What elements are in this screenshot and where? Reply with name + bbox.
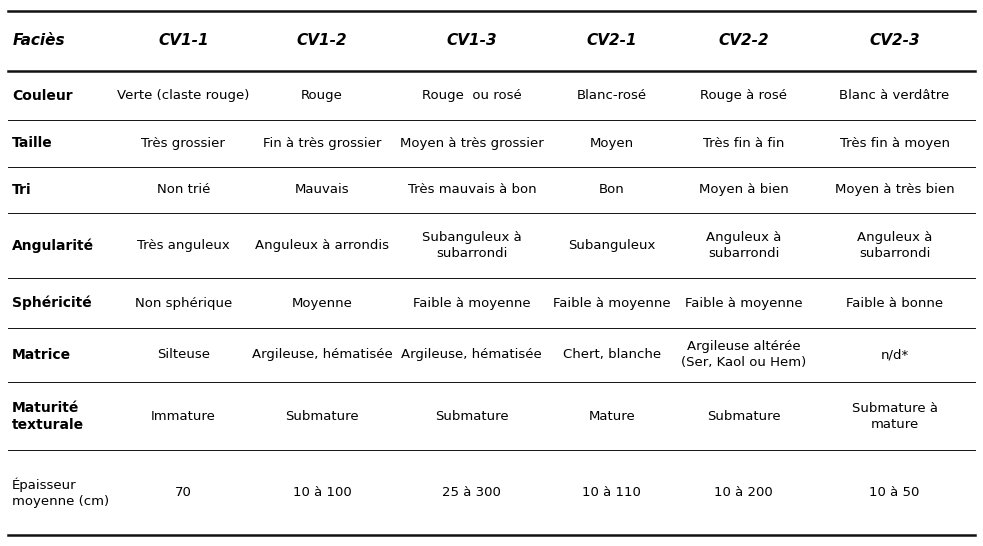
Text: Tri: Tri — [12, 183, 31, 197]
Text: Très grossier: Très grossier — [142, 137, 225, 150]
Text: Mauvais: Mauvais — [295, 183, 349, 196]
Text: Épaisseur
moyenne (cm): Épaisseur moyenne (cm) — [12, 478, 109, 508]
Text: Taille: Taille — [12, 136, 52, 150]
Text: Anguleux à arrondis: Anguleux à arrondis — [255, 239, 389, 252]
Text: Moyenne: Moyenne — [292, 296, 352, 310]
Text: Argileuse, hématisée: Argileuse, hématisée — [252, 348, 392, 361]
Text: Silteuse: Silteuse — [157, 348, 209, 361]
Text: Sphéricité: Sphéricité — [12, 296, 91, 310]
Text: Rouge à rosé: Rouge à rosé — [700, 89, 787, 102]
Text: Non sphérique: Non sphérique — [135, 296, 232, 310]
Text: 10 à 100: 10 à 100 — [293, 486, 351, 499]
Text: Argileuse altérée
(Ser, Kaol ou Hem): Argileuse altérée (Ser, Kaol ou Hem) — [681, 340, 806, 370]
Text: Submature: Submature — [435, 410, 508, 423]
Text: Non trié: Non trié — [156, 183, 210, 196]
Text: Fin à très grossier: Fin à très grossier — [262, 137, 381, 150]
Text: Subanguleux: Subanguleux — [568, 239, 656, 252]
Text: Verte (claste rouge): Verte (claste rouge) — [117, 89, 250, 102]
Text: Matrice: Matrice — [12, 348, 71, 362]
Text: Mature: Mature — [589, 410, 635, 423]
Text: Très mauvais à bon: Très mauvais à bon — [408, 183, 536, 196]
Text: CV2-1: CV2-1 — [587, 33, 637, 49]
Text: Moyen à très grossier: Moyen à très grossier — [400, 137, 544, 150]
Text: CV1-2: CV1-2 — [297, 33, 347, 49]
Text: Anguleux à
subarrondi: Anguleux à subarrondi — [706, 231, 781, 260]
Text: Très fin à fin: Très fin à fin — [703, 137, 784, 150]
Text: Blanc à verdâtre: Blanc à verdâtre — [839, 89, 950, 102]
Text: Faible à bonne: Faible à bonne — [846, 296, 943, 310]
Text: Rouge  ou rosé: Rouge ou rosé — [422, 89, 522, 102]
Text: n/d*: n/d* — [881, 348, 908, 361]
Text: Faciès: Faciès — [13, 33, 66, 49]
Text: Faible à moyenne: Faible à moyenne — [413, 296, 531, 310]
Text: Chert, blanche: Chert, blanche — [563, 348, 661, 361]
Text: Bon: Bon — [599, 183, 625, 196]
Text: Rouge: Rouge — [301, 89, 343, 102]
Text: Submature: Submature — [707, 410, 781, 423]
Text: Moyen à bien: Moyen à bien — [699, 183, 788, 196]
Text: 25 à 300: 25 à 300 — [442, 486, 501, 499]
Text: 70: 70 — [175, 486, 192, 499]
Text: Subanguleux à
subarrondi: Subanguleux à subarrondi — [422, 231, 522, 260]
Text: Maturité
texturale: Maturité texturale — [12, 401, 84, 432]
Text: Faible à moyenne: Faible à moyenne — [553, 296, 670, 310]
Text: 10 à 200: 10 à 200 — [715, 486, 773, 499]
Text: Submature: Submature — [285, 410, 359, 423]
Text: Couleur: Couleur — [12, 88, 73, 103]
Text: CV2-3: CV2-3 — [869, 33, 920, 49]
Text: CV1-3: CV1-3 — [446, 33, 497, 49]
Text: Anguleux à
subarrondi: Anguleux à subarrondi — [857, 231, 932, 260]
Text: Blanc-rosé: Blanc-rosé — [577, 89, 647, 102]
Text: CV1-1: CV1-1 — [158, 33, 208, 49]
Text: Très anguleux: Très anguleux — [137, 239, 230, 252]
Text: Submature à
mature: Submature à mature — [851, 402, 938, 431]
Text: Argileuse, hématisée: Argileuse, hématisée — [401, 348, 543, 361]
Text: Moyen: Moyen — [590, 137, 634, 150]
Text: 10 à 110: 10 à 110 — [583, 486, 641, 499]
Text: Angularité: Angularité — [12, 239, 94, 253]
Text: Très fin à moyen: Très fin à moyen — [839, 137, 950, 150]
Text: Immature: Immature — [151, 410, 215, 423]
Text: 10 à 50: 10 à 50 — [869, 486, 920, 499]
Text: Moyen à très bien: Moyen à très bien — [835, 183, 954, 196]
Text: Faible à moyenne: Faible à moyenne — [685, 296, 802, 310]
Text: CV2-2: CV2-2 — [719, 33, 769, 49]
